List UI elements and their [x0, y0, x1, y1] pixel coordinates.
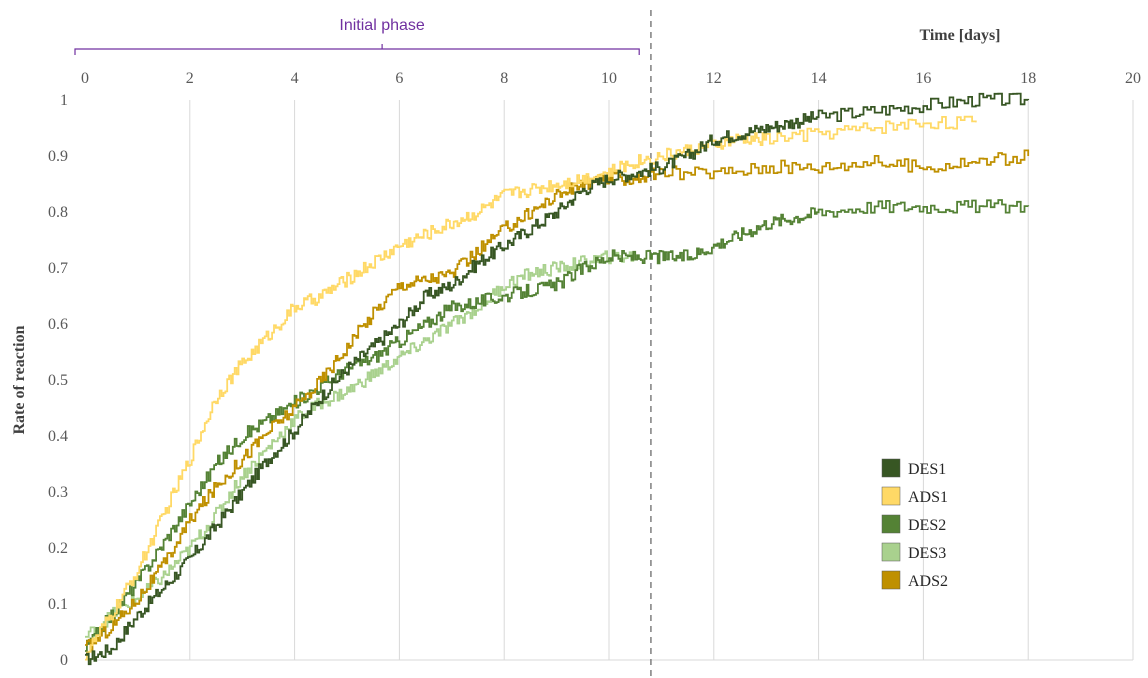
- legend-label-ads2: ADS2: [908, 573, 948, 590]
- x-tick-label: 10: [601, 70, 617, 87]
- series-line-des3: [85, 251, 635, 637]
- y-tick-label: 0.7: [48, 260, 68, 277]
- legend-swatch-ads1: [882, 487, 900, 505]
- x-tick-label: 2: [186, 70, 194, 87]
- x-tick-label: 0: [81, 70, 89, 87]
- legend-swatch-des2: [882, 515, 900, 533]
- x-tick-label: 6: [395, 70, 403, 87]
- initial-phase-bracket: [75, 44, 639, 55]
- y-tick-label: 1: [60, 92, 68, 109]
- legend-swatch-des3: [882, 543, 900, 561]
- y-tick-label: 0.9: [48, 148, 68, 165]
- x-axis-ticks: 0 2 4 6 8 10 12 14 16 18 20: [81, 70, 1141, 87]
- series-line-ads1: [85, 117, 976, 660]
- y-tick-label: 0.6: [48, 316, 68, 333]
- bracket-path: [75, 44, 639, 55]
- y-tick-label: 0.4: [48, 428, 68, 445]
- y-tick-label: 0.2: [48, 540, 68, 557]
- y-tick-label: 0.8: [48, 204, 68, 221]
- legend-swatch-ads2: [882, 571, 900, 589]
- y-axis-title: Rate of reaction: [11, 325, 28, 434]
- x-tick-label: 18: [1020, 70, 1036, 87]
- legend-label-ads1: ADS1: [908, 489, 948, 506]
- x-tick-label: 14: [811, 70, 827, 87]
- legend: DES1 ADS1 DES2 DES3 ADS2: [882, 459, 948, 590]
- x-tick-label: 20: [1125, 70, 1141, 87]
- y-tick-label: 0.5: [48, 372, 68, 389]
- y-axis-ticks: 0 0.1 0.2 0.3 0.4 0.5 0.6 0.7 0.8 0.9 1: [48, 92, 68, 669]
- x-tick-label: 16: [915, 70, 931, 87]
- x-tick-label: 12: [706, 70, 722, 87]
- initial-phase-label: Initial phase: [339, 17, 424, 34]
- y-tick-label: 0.1: [48, 596, 68, 613]
- legend-swatch-des1: [882, 459, 900, 477]
- legend-label-des3: DES3: [908, 545, 946, 562]
- x-axis-title: Time [days]: [919, 27, 1000, 44]
- legend-label-des1: DES1: [908, 461, 946, 478]
- x-tick-label: 4: [291, 70, 299, 87]
- x-tick-label: 8: [500, 70, 508, 87]
- y-tick-label: 0: [60, 652, 68, 669]
- legend-label-des2: DES2: [908, 517, 946, 534]
- y-tick-label: 0.3: [48, 484, 68, 501]
